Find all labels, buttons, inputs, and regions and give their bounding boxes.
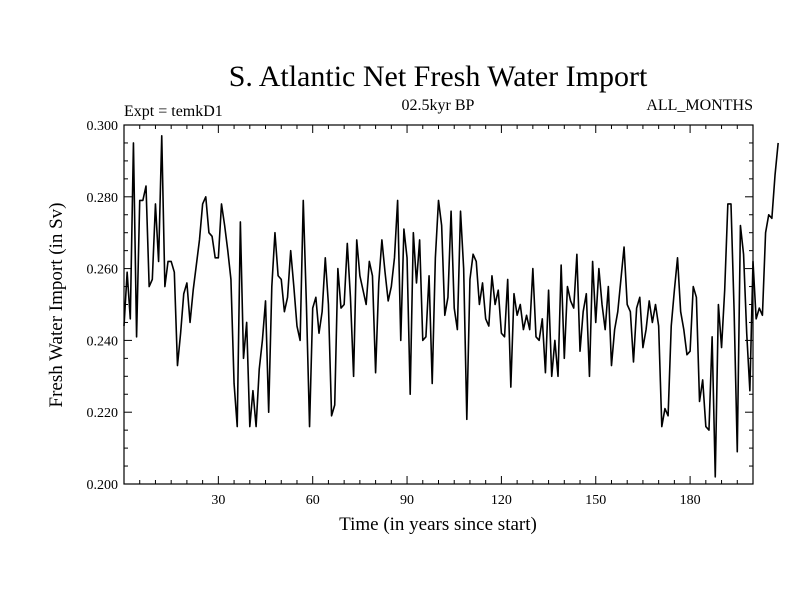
x-axis-label: Time (in years since start) — [339, 514, 537, 535]
series-line — [123, 134, 779, 478]
x-tick-label: 120 — [491, 493, 512, 508]
y-tick-label: 0.280 — [87, 191, 119, 206]
experiment-label: Expt = temkD1 — [124, 103, 223, 120]
y-tick-label: 0.220 — [87, 406, 119, 421]
y-tick-label: 0.240 — [87, 334, 119, 349]
x-tick-label: 150 — [585, 493, 606, 508]
chart-title: S. Atlantic Net Fresh Water Import — [229, 60, 648, 93]
x-tick-label: 30 — [211, 493, 225, 508]
x-tick-labels: 30 60 90 120 150 180 — [211, 493, 700, 508]
y-tick-label: 0.260 — [87, 263, 119, 278]
months-label: ALL_MONTHS — [646, 97, 753, 114]
y-tick-label: 0.300 — [87, 119, 119, 134]
period-label: 02.5kyr BP — [402, 97, 475, 114]
y-tick-label: 0.200 — [87, 478, 119, 493]
x-tick-label: 180 — [680, 493, 701, 508]
x-tick-label: 90 — [400, 493, 414, 508]
tick-marks — [124, 125, 753, 484]
y-tick-labels: 0.200 0.220 0.240 0.260 0.280 0.300 — [87, 119, 119, 493]
x-tick-label: 60 — [306, 493, 320, 508]
plot-frame — [123, 124, 754, 485]
y-axis-label: Fresh Water Import (in Sv) — [46, 203, 67, 408]
